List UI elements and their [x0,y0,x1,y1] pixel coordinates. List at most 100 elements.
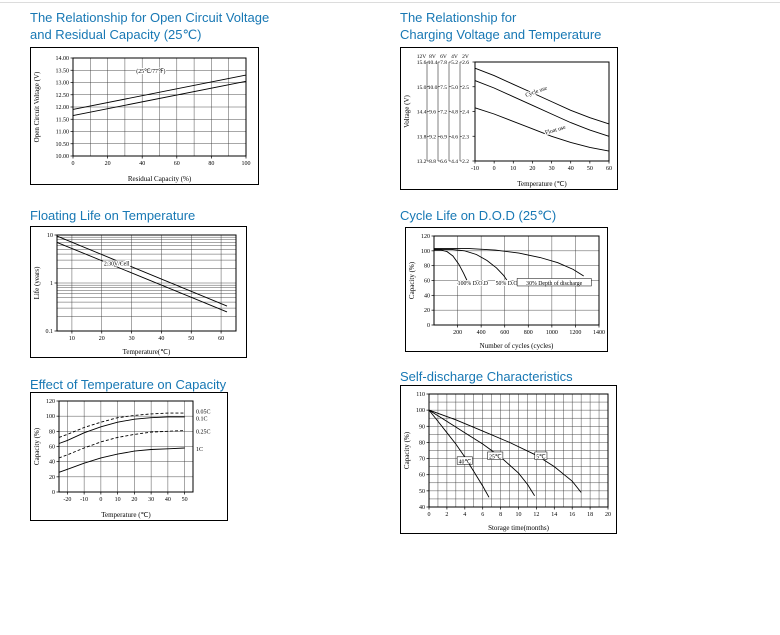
svg-text:40: 40 [49,460,55,466]
svg-text:100: 100 [46,414,55,420]
svg-text:8: 8 [499,512,502,518]
heading-self-discharge: Self-discharge Characteristics [400,369,573,386]
heading-cycle-life: Cycle Life on D.O.D (25℃) [400,208,556,225]
svg-text:50: 50 [587,166,593,172]
svg-text:10.00: 10.00 [56,154,70,160]
svg-text:15.0: 15.0 [417,85,427,91]
chart-floating-life-on-temperature: 10 20 30 40 50 60 0.1 1 10 Temperature(℃) Life (ye… [30,226,247,358]
svg-text:0: 0 [428,512,431,518]
svg-text:Open Circuit Voltage (V): Open Circuit Voltage (V) [33,71,41,142]
svg-text:12.00: 12.00 [56,105,70,111]
svg-text:4: 4 [463,512,466,518]
svg-text:Number of cycles (cycles): Number of cycles (cycles) [480,342,554,350]
svg-text:7.2: 7.2 [440,110,447,116]
svg-text:4.6: 4.6 [451,134,458,140]
svg-text:12: 12 [533,512,539,518]
svg-text:600: 600 [500,330,509,336]
svg-text:1: 1 [50,281,53,287]
svg-text:2.3: 2.3 [462,134,469,140]
heading-line: Floating Life on Temperature [30,208,196,223]
svg-text:8V: 8V [429,54,436,60]
svg-text:100% D.O.D: 100% D.O.D [458,281,488,287]
svg-text:40: 40 [158,336,164,342]
svg-text:2: 2 [445,512,448,518]
svg-text:40: 40 [139,161,145,167]
svg-text:Residual Capacity (%): Residual Capacity (%) [128,175,192,183]
svg-text:0.05C: 0.05C [196,410,211,416]
svg-text:2.5: 2.5 [462,85,469,91]
svg-text:50: 50 [182,497,188,503]
svg-text:30: 30 [129,336,135,342]
heading-line: Self-discharge Characteristics [400,369,573,384]
chart-cycle-life-on-dod: 200 400 600 800 1000 1200 1400 0 20 40 60 80 100 120 N… [405,227,608,352]
svg-text:4V: 4V [451,54,458,60]
svg-text:100: 100 [242,161,251,167]
svg-text:13.00: 13.00 [56,81,70,87]
svg-text:30: 30 [148,497,154,503]
svg-text:20: 20 [105,161,111,167]
svg-text:4.8: 4.8 [451,110,458,116]
svg-text:20: 20 [605,512,611,518]
heading-line: and Residual Capacity (25℃) [30,26,202,42]
svg-text:9.2: 9.2 [429,134,436,140]
chart-self-discharge-characteristics: 0 2 4 6 8 10 12 14 16 18 20 40 50 60 70 80 90 100 110 Stora… [400,385,617,534]
svg-text:10.0: 10.0 [428,85,438,91]
svg-text:Float use: Float use [545,125,567,137]
heading-line: Cycle Life on D.O.D (25℃) [400,208,557,223]
svg-text:10.50: 10.50 [56,142,70,148]
heading-line: The Relationship for Open Circuit Voltag… [30,10,270,25]
svg-text:(25℃/77℉): (25℃/77℉) [136,68,165,75]
svg-text:0.1C: 0.1C [196,416,208,422]
svg-text:60: 60 [424,279,430,285]
svg-text:Life (years): Life (years) [33,266,41,300]
svg-text:5℃: 5℃ [536,454,546,460]
chart-effect-of-temperature-on-capacity: -20 -10 0 10 20 30 40 50 0 20 40 60 80 100 120 Temperat… [30,392,228,521]
svg-text:Temperature (℃): Temperature (℃) [101,511,151,519]
svg-text:Temperature (℃): Temperature (℃) [517,180,567,188]
svg-text:0.1: 0.1 [46,329,54,335]
svg-text:1400: 1400 [593,330,605,336]
svg-text:80: 80 [208,161,214,167]
svg-text:4.4: 4.4 [451,159,458,165]
svg-text:800: 800 [524,330,533,336]
svg-text:40℃: 40℃ [459,459,472,465]
svg-text:80: 80 [49,429,55,435]
heading-charging-voltage: The Relationship for Charging Voltage an… [400,10,601,44]
svg-text:50: 50 [188,336,194,342]
svg-text:2V: 2V [462,54,469,60]
svg-text:Voltage (V): Voltage (V) [403,94,411,127]
svg-text:40: 40 [424,293,430,299]
svg-text:40: 40 [419,505,425,511]
svg-text:1200: 1200 [569,330,581,336]
svg-text:40: 40 [568,166,574,172]
svg-text:80: 80 [424,264,430,270]
svg-text:20: 20 [131,497,137,503]
svg-text:Temperature(℃): Temperature(℃) [123,348,171,356]
svg-text:40: 40 [165,497,171,503]
svg-text:50: 50 [419,489,425,495]
svg-text:10: 10 [510,166,516,172]
svg-text:10: 10 [69,336,75,342]
svg-text:1C: 1C [196,447,203,453]
svg-text:-10: -10 [80,497,88,503]
svg-text:6.9: 6.9 [440,134,447,140]
svg-text:70: 70 [419,457,425,463]
svg-text:60: 60 [419,473,425,479]
svg-text:2.2: 2.2 [462,159,469,165]
chart-charging-voltage-vs-temperature: -10 0 10 20 30 40 50 60 12V 8V 6V 4V 2V 13.2 8.8 6.6 4.4… [400,47,618,190]
svg-text:0: 0 [493,166,496,172]
svg-text:-20: -20 [63,497,71,503]
heading-ocv-residual: The Relationship for Open Circuit Voltag… [30,10,269,44]
svg-text:30: 30 [549,166,555,172]
svg-text:15.6: 15.6 [417,60,427,66]
svg-text:10: 10 [115,497,121,503]
svg-text:80: 80 [419,440,425,446]
svg-text:5.0: 5.0 [451,85,458,91]
heading-line: Effect of Temperature on Capacity [30,377,227,392]
heading-line: The Relationship for [400,10,517,25]
svg-text:120: 120 [421,234,430,240]
page-top-rule [0,2,780,3]
svg-text:8.8: 8.8 [429,159,436,165]
svg-text:13.8: 13.8 [417,134,427,140]
svg-text:0.25C: 0.25C [196,429,211,435]
